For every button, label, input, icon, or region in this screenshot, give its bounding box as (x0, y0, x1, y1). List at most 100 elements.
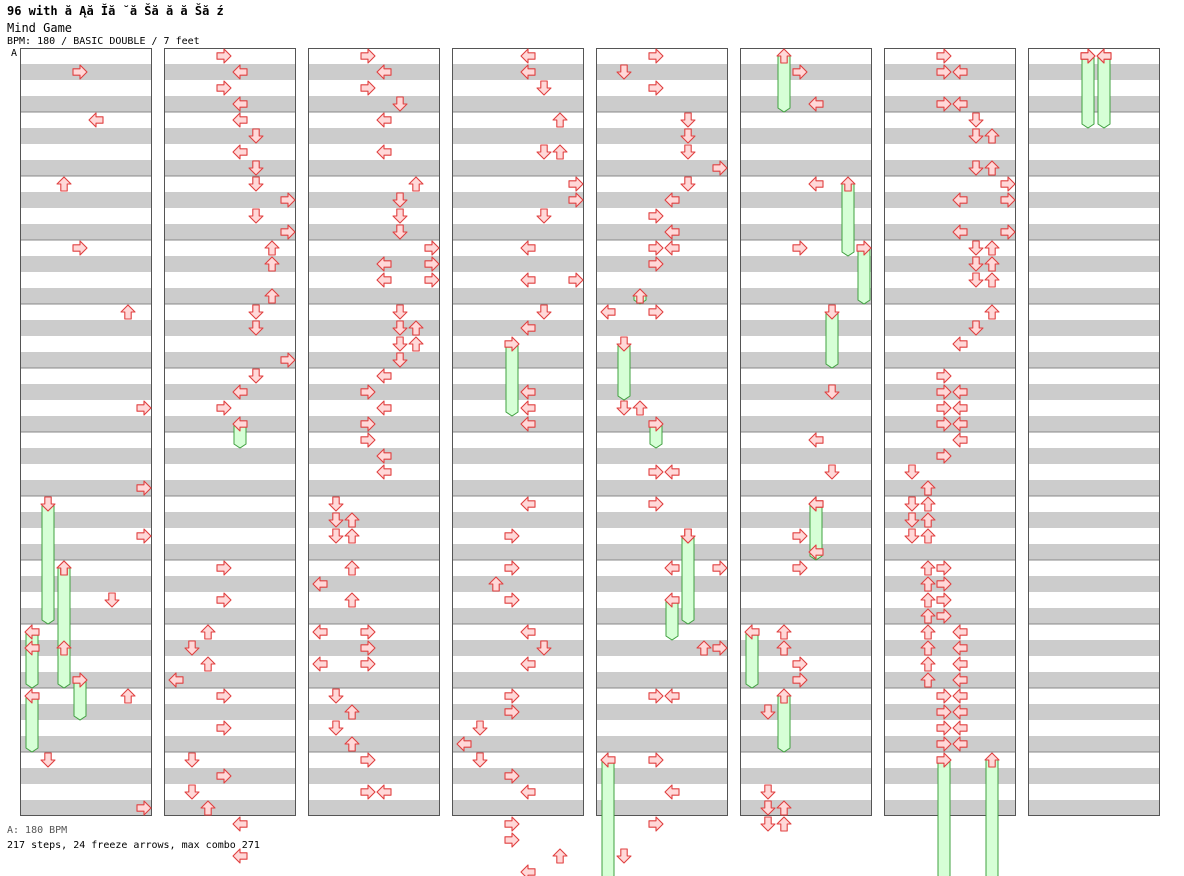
step-arrow-down-icon (328, 688, 344, 704)
step-arrow-right-icon (792, 560, 808, 576)
step-arrow-down-icon (904, 512, 920, 528)
step-arrow-left-icon (168, 672, 184, 688)
step-arrow-up-icon (552, 112, 568, 128)
step-arrow-down-icon (184, 784, 200, 800)
step-arrow-up-icon (920, 576, 936, 592)
step-arrow-down-icon (904, 496, 920, 512)
step-arrow-left-icon (520, 656, 536, 672)
freeze-arrow-head-14 (840, 176, 856, 192)
step-arrow-right-icon (504, 704, 520, 720)
step-arrow-up-icon (408, 320, 424, 336)
step-arrow-right-icon (712, 640, 728, 656)
step-arrow-right-icon (648, 80, 664, 96)
step-arrow-down-icon (680, 128, 696, 144)
freeze-arrow-head-8 (616, 336, 632, 352)
step-arrow-up-icon (264, 288, 280, 304)
step-arrow-down-icon (968, 160, 984, 176)
step-arrow-down-icon (824, 464, 840, 480)
freeze-arrow-head-5 (232, 416, 248, 432)
step-arrow-right-icon (936, 608, 952, 624)
step-arrow-down-icon (968, 128, 984, 144)
freeze-arrow-head-6 (504, 336, 520, 352)
step-arrow-left-icon (376, 112, 392, 128)
step-arrow-up-icon (776, 624, 792, 640)
step-arrow-up-icon (920, 560, 936, 576)
step-arrow-right-icon (360, 752, 376, 768)
step-arrow-left-icon (520, 400, 536, 416)
step-arrow-left-icon (520, 624, 536, 640)
step-arrow-left-icon (520, 496, 536, 512)
step-arrow-right-icon (936, 448, 952, 464)
step-arrow-right-icon (216, 48, 232, 64)
step-arrow-left-icon (376, 400, 392, 416)
step-arrow-right-icon (216, 720, 232, 736)
step-arrow-down-icon (968, 272, 984, 288)
step-arrow-right-icon (792, 240, 808, 256)
freeze-arrow-head-15 (856, 240, 872, 256)
step-arrow-right-icon (568, 272, 584, 288)
step-arrow-right-icon (648, 496, 664, 512)
freeze-arrow-body-0 (41, 503, 55, 625)
step-arrow-left-icon (664, 192, 680, 208)
freeze-arrow-body-6 (505, 343, 519, 417)
step-arrow-up-icon (984, 128, 1000, 144)
step-arrow-right-icon (72, 240, 88, 256)
step-arrow-up-icon (984, 160, 1000, 176)
step-arrow-up-icon (56, 176, 72, 192)
step-arrow-right-icon (648, 752, 664, 768)
step-arrow-down-icon (616, 400, 632, 416)
step-arrow-left-icon (456, 736, 472, 752)
step-arrow-up-icon (920, 608, 936, 624)
step-arrow-right-icon (216, 688, 232, 704)
freeze-arrow-body-20 (937, 759, 951, 876)
step-arrow-right-icon (360, 48, 376, 64)
step-arrow-left-icon (232, 112, 248, 128)
step-arrow-up-icon (920, 480, 936, 496)
step-arrow-left-icon (664, 688, 680, 704)
step-arrow-right-icon (936, 48, 952, 64)
step-arrow-down-icon (680, 528, 696, 544)
step-arrow-right-icon (936, 704, 952, 720)
step-arrow-left-icon (312, 576, 328, 592)
step-arrow-up-icon (632, 400, 648, 416)
step-arrow-down-icon (392, 96, 408, 112)
step-arrow-right-icon (504, 528, 520, 544)
step-arrow-down-icon (392, 224, 408, 240)
step-arrow-up-icon (920, 640, 936, 656)
step-arrow-down-icon (536, 304, 552, 320)
step-arrow-down-icon (968, 320, 984, 336)
step-arrow-down-icon (184, 640, 200, 656)
step-arrow-right-icon (504, 592, 520, 608)
step-arrow-up-icon (408, 336, 424, 352)
chart-column-3 (308, 48, 440, 816)
step-arrow-left-icon (376, 256, 392, 272)
step-arrow-left-icon (520, 320, 536, 336)
step-arrow-down-icon (968, 112, 984, 128)
step-arrow-right-icon (280, 224, 296, 240)
step-arrow-right-icon (216, 400, 232, 416)
step-arrow-down-icon (824, 384, 840, 400)
step-arrow-right-icon (360, 624, 376, 640)
step-arrow-up-icon (552, 848, 568, 864)
step-arrow-left-icon (520, 384, 536, 400)
step-arrow-right-icon (568, 192, 584, 208)
step-arrow-right-icon (936, 416, 952, 432)
step-arrow-up-icon (344, 512, 360, 528)
step-arrow-right-icon (648, 208, 664, 224)
step-arrow-left-icon (952, 64, 968, 80)
bpm-summary: A: 180 BPM (7, 825, 68, 836)
step-arrow-right-icon (936, 592, 952, 608)
step-arrow-left-icon (664, 224, 680, 240)
freeze-arrow-head-19 (776, 688, 792, 704)
step-arrow-down-icon (392, 352, 408, 368)
step-arrow-left-icon (232, 96, 248, 112)
step-arrow-right-icon (424, 272, 440, 288)
step-arrow-right-icon (1000, 192, 1016, 208)
step-arrow-up-icon (920, 512, 936, 528)
step-arrow-right-icon (648, 688, 664, 704)
freeze-arrow-body-23 (1097, 55, 1111, 129)
step-arrow-right-icon (792, 528, 808, 544)
freeze-arrow-body-12 (601, 759, 615, 876)
step-arrow-right-icon (136, 480, 152, 496)
step-arrow-left-icon (808, 496, 824, 512)
